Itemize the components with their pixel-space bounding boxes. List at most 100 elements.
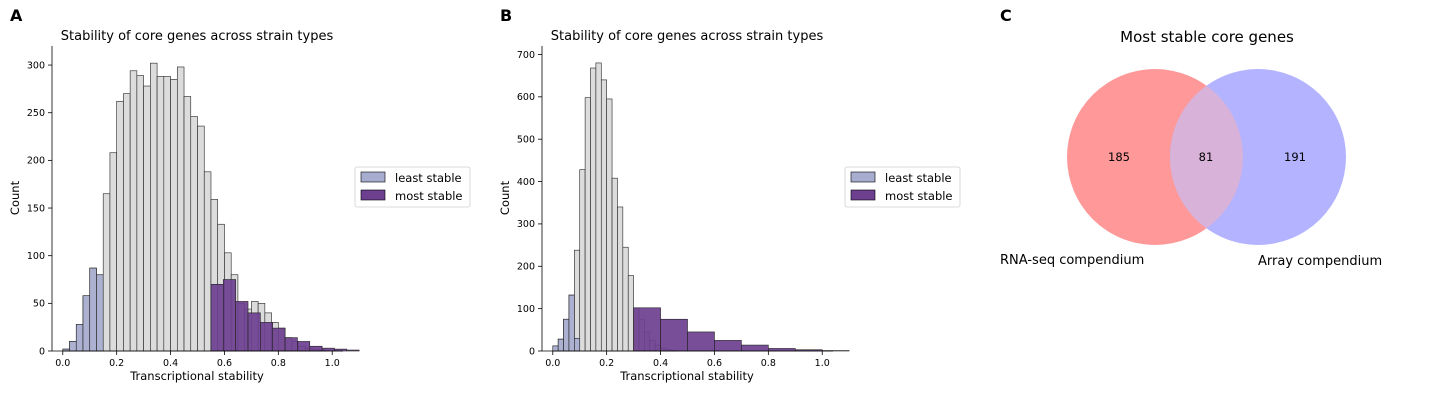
x-axis-label: Transcriptional stability	[619, 369, 754, 383]
y-tick-label: 150	[27, 203, 45, 214]
least-stable-bar	[552, 345, 559, 352]
histogram-bar	[123, 93, 131, 352]
least-stable-bar	[82, 295, 91, 352]
most-stable-bar	[297, 341, 311, 352]
most-stable-bar	[284, 337, 298, 352]
y-tick-label: 200	[517, 262, 535, 273]
y-tick-label: 0	[529, 346, 535, 357]
y-tick-label: 500	[517, 134, 535, 145]
most-stable-bar	[247, 312, 261, 352]
chart-title: Stability of core genes across strain ty…	[551, 29, 824, 44]
histogram-bar	[579, 169, 586, 352]
ticks: 0.0 0.2 0.4 0.6 0.8 1.0 0 50 100 150 200 250 300	[27, 60, 340, 369]
legend-swatch-most-stable	[850, 189, 876, 201]
histogram-bar	[150, 62, 158, 352]
x-tick-label: 0.4	[163, 358, 178, 369]
y-tick-label: 300	[517, 219, 535, 230]
y-tick-label: 250	[27, 108, 45, 119]
least-stable-bar	[69, 341, 77, 352]
histogram-bar	[617, 206, 624, 352]
least-stable-bar	[574, 337, 581, 352]
most-stable-bar	[714, 340, 742, 352]
chart-title: Stability of core genes across strain ty…	[61, 29, 334, 44]
histogram-bar	[116, 100, 124, 352]
legend-label-most-stable: most stable	[395, 189, 463, 203]
histogram-bar	[611, 177, 618, 352]
x-tick-label: 0.2	[599, 358, 614, 369]
histogram-bar	[595, 62, 602, 352]
x-tick-label: 0.0	[545, 358, 560, 369]
histogram-bar	[606, 98, 613, 352]
most-stable-bar	[260, 322, 274, 352]
y-tick-label: 100	[517, 304, 535, 315]
venn-panel-c: C Most stable core genes 185 81 191 RNA-…	[1000, 6, 1382, 269]
most-stable-bar	[272, 327, 286, 352]
histogram-bar	[176, 66, 185, 352]
legend-swatch-least-stable	[360, 171, 386, 183]
histogram-bar	[183, 96, 192, 352]
histogram-bar	[600, 79, 607, 352]
histogram-bar	[190, 116, 198, 352]
x-axis-label: Transcriptional stability	[129, 369, 264, 383]
histogram-bar	[622, 246, 629, 352]
y-tick-label: 300	[27, 60, 45, 71]
y-tick-label: 0	[39, 346, 45, 357]
ticks: 0.0 0.2 0.4 0.6 0.8 1.0 0 100 200 300 400 500 600 700	[517, 50, 830, 369]
histogram-bar	[102, 193, 111, 352]
venn-overlap-region	[1170, 69, 1243, 245]
histogram-bar	[627, 275, 634, 352]
most-stable-bar	[223, 279, 236, 352]
legend: least stable most stable	[844, 166, 961, 208]
venn-label-right: Array compendium	[1258, 254, 1382, 269]
histogram-bar	[136, 75, 144, 352]
histogram-panel-b: B Stability of core genes across strain …	[498, 6, 961, 383]
histogram-bar	[574, 249, 581, 352]
histogram-bar	[156, 76, 165, 352]
histogram-bar	[584, 97, 591, 352]
venn-count-right: 191	[1284, 150, 1306, 164]
venn-count-overlap: 81	[1199, 150, 1214, 164]
most-stable-bar	[210, 283, 224, 352]
least-stable-bar	[563, 318, 570, 352]
y-tick-label: 400	[517, 177, 535, 188]
histogram-bar	[163, 76, 171, 352]
x-tick-label: 0.6	[707, 358, 722, 369]
most-stable-bar	[741, 344, 769, 352]
y-tick-label: 200	[27, 156, 45, 167]
least-stable-bar	[568, 294, 575, 352]
venn-label-left: RNA-seq compendium	[1000, 253, 1144, 268]
x-tick-label: 0.4	[653, 358, 668, 369]
least-stable-bar	[557, 338, 564, 352]
x-tick-label: 1.0	[815, 358, 830, 369]
histogram-bar	[143, 85, 151, 352]
x-tick-label: 0.0	[55, 358, 70, 369]
most-stable-bar	[309, 345, 323, 352]
histogram-bar	[109, 152, 117, 352]
legend-swatch-least-stable	[850, 171, 876, 183]
bars	[552, 62, 850, 352]
legend-label-least-stable: least stable	[395, 171, 462, 185]
y-tick-label: 50	[33, 299, 45, 310]
histogram-bar	[170, 79, 178, 352]
most-stable-bar	[321, 347, 335, 352]
panel-letter-a: A	[10, 6, 23, 25]
venn-count-left: 185	[1108, 150, 1130, 164]
most-stable-bar	[660, 318, 688, 352]
panel-letter-b: B	[500, 6, 512, 25]
histogram-panel-a: A Stability of core genes across strain …	[8, 6, 471, 383]
legend-swatch-most-stable	[360, 189, 386, 201]
x-tick-label: 0.8	[271, 358, 286, 369]
histogram-bar	[203, 171, 212, 352]
least-stable-bar	[96, 274, 104, 352]
legend-label-least-stable: least stable	[885, 171, 952, 185]
bars	[62, 62, 360, 352]
y-tick-label: 600	[517, 92, 535, 103]
x-tick-label: 0.8	[761, 358, 776, 369]
legend-label-most-stable: most stable	[885, 189, 953, 203]
y-axis-label: Count	[8, 180, 22, 215]
most-stable-bar	[346, 349, 360, 352]
least-stable-bar	[75, 324, 84, 352]
panel-letter-c: C	[1000, 6, 1012, 25]
most-stable-bar	[687, 331, 715, 352]
least-stable-bar	[89, 267, 97, 352]
